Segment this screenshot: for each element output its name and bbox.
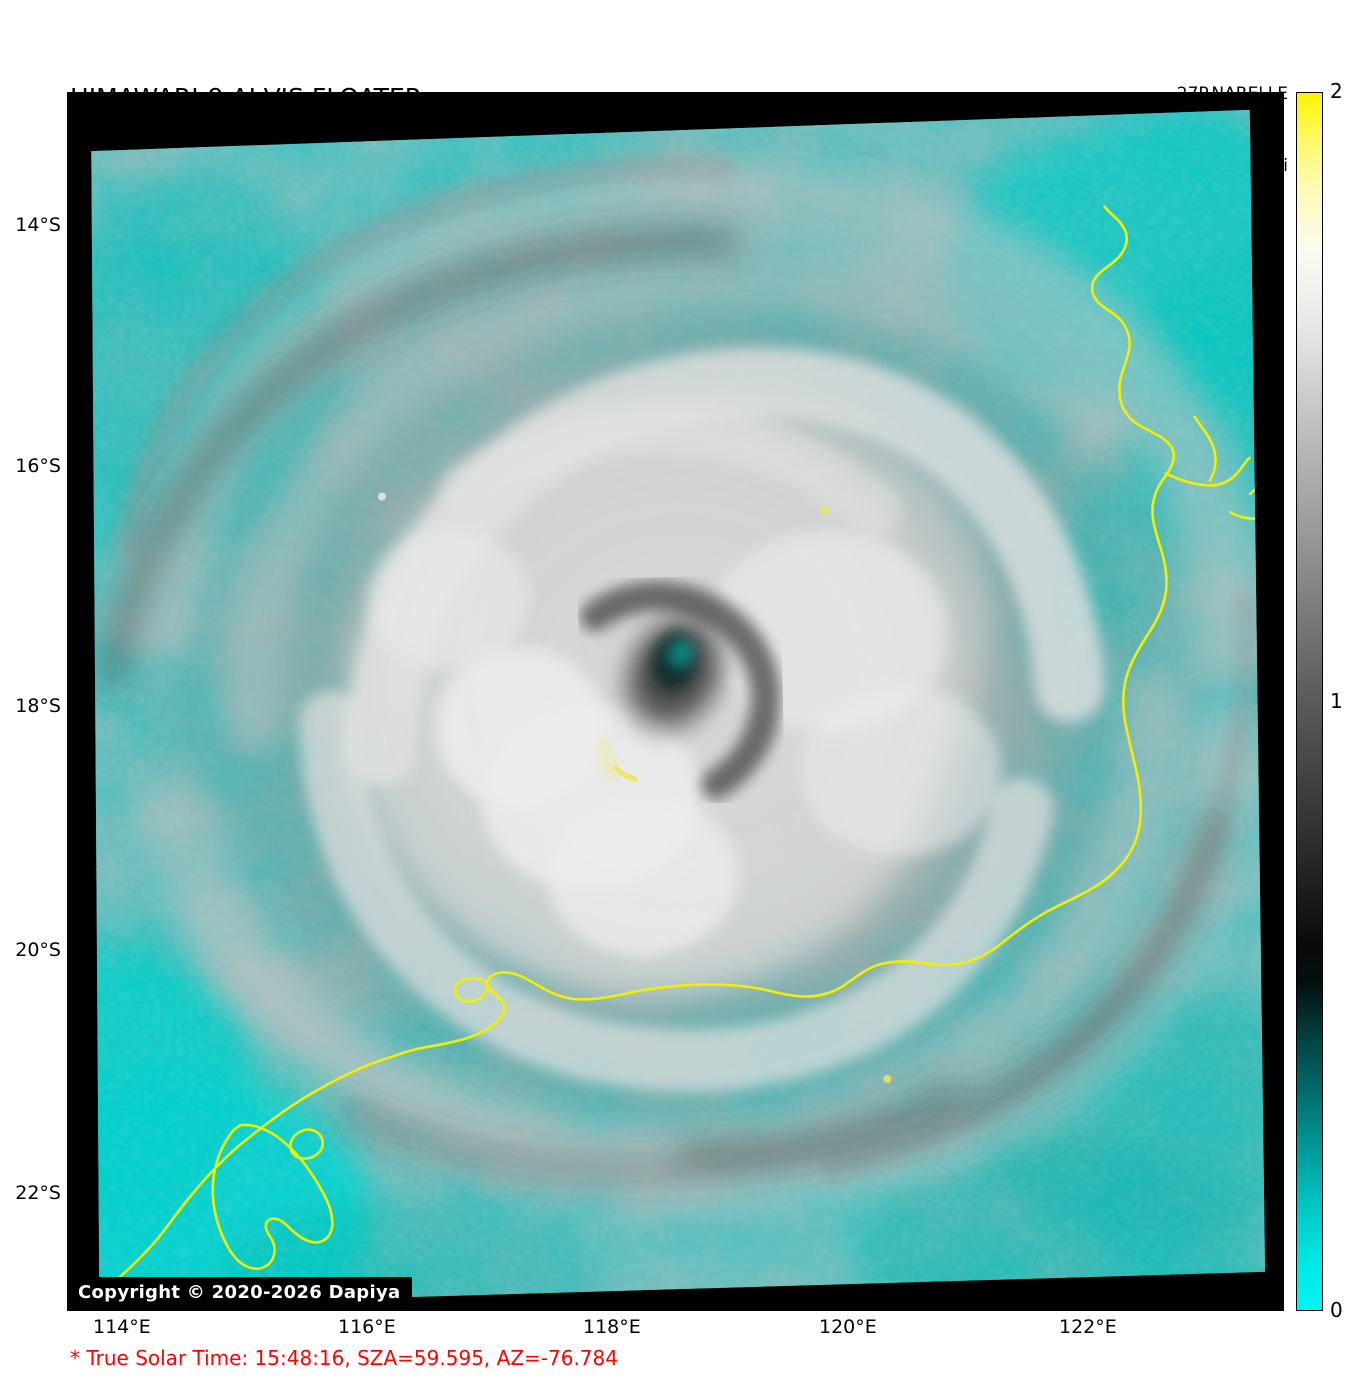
lat-tick-label: 14°S bbox=[15, 214, 61, 236]
haze-overlay bbox=[76, 109, 1273, 1307]
colorbar-tick-label: 1 bbox=[1330, 688, 1343, 713]
lon-tick-label: 120°E bbox=[819, 1316, 877, 1338]
satellite-imagery-svg bbox=[68, 93, 1283, 1310]
storm-eye bbox=[580, 581, 781, 800]
band-dark-lanes bbox=[97, 226, 1230, 1184]
lon-tick-label: 118°E bbox=[583, 1316, 641, 1338]
lat-tick-label: 18°S bbox=[15, 695, 61, 717]
lon-tick-label: 122°E bbox=[1059, 1316, 1117, 1338]
lat-tick-label: 20°S bbox=[15, 939, 61, 961]
lon-tick-label: 114°E bbox=[93, 1316, 151, 1338]
lat-tick-label: 22°S bbox=[15, 1182, 61, 1204]
lat-tick-label: 16°S bbox=[15, 455, 61, 477]
saturated-pixels bbox=[377, 492, 892, 1084]
solar-geometry-footer: * True Solar Time: 15:48:16, SZA=59.595,… bbox=[70, 1346, 618, 1370]
colorbar[interactable] bbox=[1296, 92, 1323, 1311]
lon-tick-label: 116°E bbox=[338, 1316, 396, 1338]
satellite-image-canvas[interactable] bbox=[67, 92, 1284, 1311]
colorbar-tick-label: 0 bbox=[1330, 1298, 1343, 1322]
tilted-swath bbox=[76, 109, 1273, 1307]
copyright-watermark: Copyright © 2020-2026 Dapiya bbox=[68, 1277, 413, 1310]
swath-group bbox=[76, 109, 1273, 1307]
colorbar-tick-label: 2 bbox=[1330, 79, 1343, 103]
